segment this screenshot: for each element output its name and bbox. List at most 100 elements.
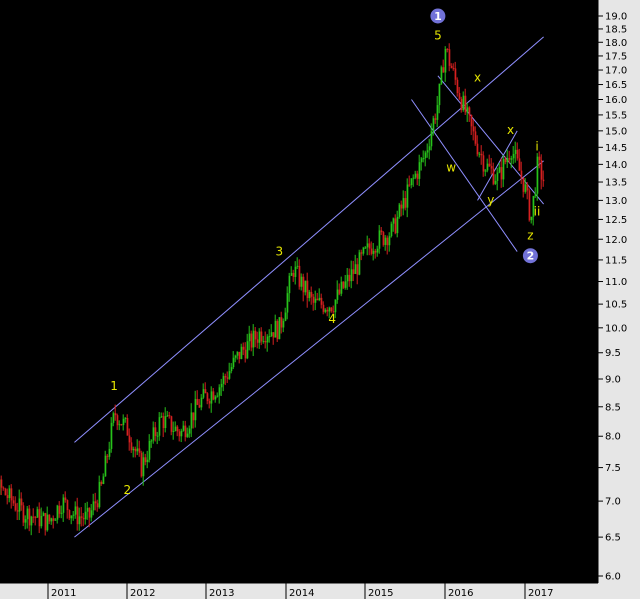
candle-body (264, 340, 267, 343)
candle-body (66, 500, 69, 511)
candle-body (166, 415, 169, 417)
y-tick-label: 13.5 (605, 178, 627, 189)
candle-body (14, 503, 17, 511)
wave-label: 1 (110, 379, 118, 393)
y-tick-label: 7.5 (605, 463, 621, 474)
candle-body (52, 518, 55, 521)
candle-body (154, 427, 157, 436)
candle-body (42, 513, 45, 516)
candle-body (244, 349, 247, 359)
candle-body (268, 336, 271, 338)
candle-body (426, 150, 429, 153)
y-tick-label: 8.0 (605, 432, 621, 443)
y-tick-label: 15.0 (605, 126, 627, 137)
candle-body (96, 503, 99, 508)
candle-body (494, 180, 497, 184)
candle-body (348, 274, 351, 282)
candle-body (218, 387, 221, 396)
candle-body (146, 459, 149, 463)
candle-body (368, 243, 371, 249)
candle-body (76, 506, 79, 525)
candle-body (266, 336, 269, 343)
candle-body (418, 162, 421, 179)
candle-body (32, 516, 35, 518)
candle-body (126, 418, 129, 436)
candle-body (512, 153, 515, 159)
x-tick-label: 2013 (209, 588, 234, 599)
candle-body (94, 501, 97, 504)
y-tick-label: 13.0 (605, 196, 627, 207)
candle-body (190, 412, 193, 429)
candle-body (148, 440, 151, 460)
candle-body (142, 457, 145, 477)
candle-body (174, 426, 177, 431)
candle-body (500, 167, 503, 180)
candle-body (208, 401, 211, 404)
candle-body (464, 95, 467, 113)
candle-body (376, 248, 379, 253)
candle-body (514, 149, 517, 154)
candle-body (402, 198, 405, 209)
candle-body (302, 276, 305, 293)
candle-body (488, 163, 491, 167)
candle-body (114, 413, 117, 416)
candle-body (172, 430, 175, 432)
candle-body (404, 198, 407, 208)
candle-body (26, 508, 29, 520)
candle-body (10, 488, 13, 501)
candle-body (136, 448, 139, 452)
candle-body (84, 511, 87, 520)
candle-body (394, 218, 397, 234)
candle-body (294, 266, 297, 277)
candle-body (492, 168, 495, 184)
candle-body (520, 170, 523, 178)
candle-body (242, 346, 245, 350)
channel-line-lower (74, 160, 544, 538)
candle-body (222, 376, 225, 384)
y-tick-label: 8.5 (605, 402, 621, 413)
candle-body (490, 166, 493, 169)
candle-body (392, 218, 395, 224)
wave-circle-label: 1 (434, 10, 442, 23)
candle-body (434, 118, 437, 120)
candle-body (330, 307, 333, 312)
y-tick-label: 11.5 (605, 255, 627, 266)
candle-body (182, 425, 185, 431)
candle-body (400, 204, 403, 209)
x-tick-label: 2015 (368, 588, 393, 599)
candle-body (438, 83, 441, 106)
candle-body (292, 272, 295, 277)
candle-body (118, 424, 121, 426)
candle-body (326, 309, 329, 312)
candle-body (398, 204, 401, 217)
candle-body (384, 237, 387, 245)
candle-body (324, 309, 327, 312)
candle-body (290, 272, 293, 276)
y-tick-label: 19.0 (605, 12, 627, 23)
candle-body (250, 333, 253, 348)
candle-body (352, 269, 355, 274)
y-tick-label: 16.5 (605, 80, 627, 91)
candle-body (220, 383, 223, 388)
candle-body (38, 509, 41, 527)
candle-body (314, 298, 317, 303)
candle-body (300, 276, 303, 287)
candle-body (224, 376, 227, 378)
candle-body (336, 289, 339, 300)
candle-body (108, 448, 111, 457)
candle-body (102, 476, 105, 484)
candle-body (472, 126, 475, 132)
candle-body (156, 435, 159, 437)
candle-body (214, 396, 217, 400)
candle-body (248, 333, 251, 342)
y-tick-label: 17.5 (605, 51, 627, 62)
candle-body (124, 418, 127, 420)
candle-body (120, 424, 123, 426)
candle-body (474, 131, 477, 144)
candle-body (160, 416, 163, 418)
candle-body (446, 48, 449, 50)
candle-body (24, 519, 27, 523)
candle-body (98, 481, 101, 508)
candle-body (486, 163, 489, 171)
candle-body (204, 389, 207, 394)
